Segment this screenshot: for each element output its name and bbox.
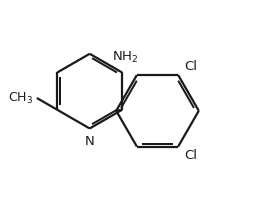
Text: Cl: Cl (184, 60, 197, 73)
Text: CH$_3$: CH$_3$ (8, 90, 33, 106)
Text: Cl: Cl (184, 149, 197, 162)
Text: N: N (85, 135, 94, 148)
Text: NH$_2$: NH$_2$ (112, 50, 138, 65)
